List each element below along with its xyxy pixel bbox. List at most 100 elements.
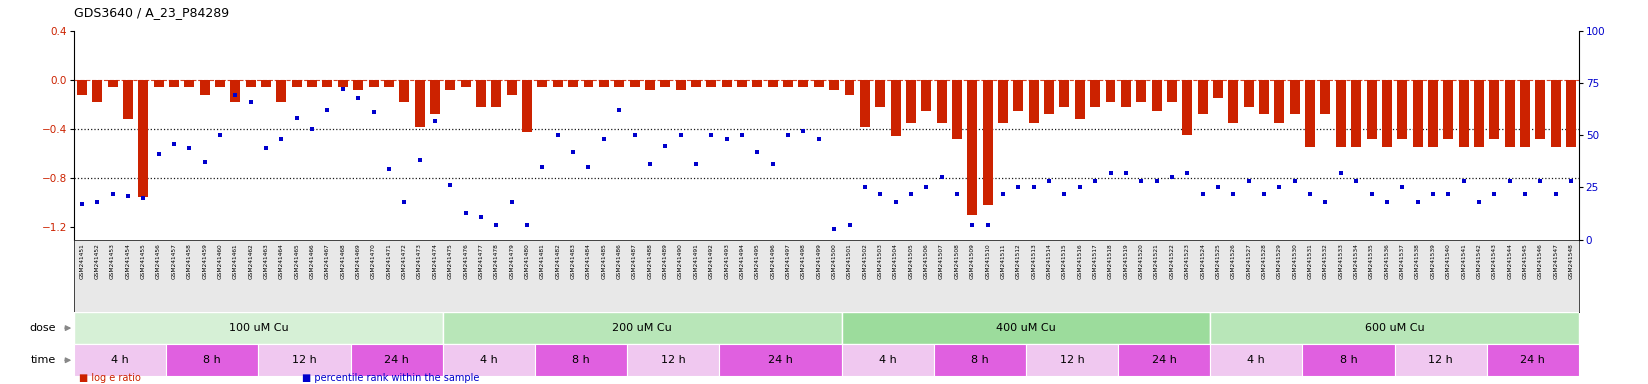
Bar (1412, 80, 1422, 147)
Bar (722, 80, 732, 87)
Bar (644, 80, 654, 90)
Text: GSM241505: GSM241505 (908, 243, 913, 279)
Bar (1210, 312, 1579, 344)
Point (1282, 178, 1309, 184)
Bar (1135, 80, 1147, 102)
Bar (860, 80, 870, 127)
Text: GSM241478: GSM241478 (494, 243, 499, 279)
Text: GSM241466: GSM241466 (310, 243, 315, 279)
Point (1112, 170, 1139, 176)
Point (974, 222, 1000, 228)
Bar (338, 80, 348, 87)
Bar (1060, 80, 1070, 107)
Point (1159, 174, 1185, 180)
Bar (1394, 344, 1486, 376)
Point (1496, 178, 1523, 184)
Text: GSM241477: GSM241477 (478, 243, 483, 279)
Text: GSM241547: GSM241547 (1554, 243, 1559, 279)
Point (361, 109, 387, 115)
Text: GSM241486: GSM241486 (616, 243, 621, 279)
Bar (1259, 80, 1269, 114)
Point (606, 107, 633, 113)
Point (745, 149, 771, 155)
Text: GSM241544: GSM241544 (1508, 243, 1513, 279)
Bar (1028, 80, 1038, 123)
Bar (1274, 80, 1284, 123)
Text: GSM241452: GSM241452 (94, 243, 99, 279)
Bar (875, 80, 885, 107)
Point (130, 195, 157, 201)
Bar (615, 80, 625, 87)
Bar (768, 80, 778, 87)
Bar (307, 80, 316, 87)
Bar (522, 80, 532, 131)
Text: GSM241540: GSM241540 (1445, 243, 1450, 279)
Point (653, 142, 679, 149)
Text: GSM241534: GSM241534 (1353, 243, 1358, 279)
Bar (753, 80, 763, 87)
Bar (443, 312, 842, 344)
Bar (537, 80, 547, 87)
Text: GSM241548: GSM241548 (1569, 243, 1574, 279)
Point (1328, 170, 1355, 176)
Bar (842, 344, 934, 376)
Bar (1121, 80, 1131, 107)
Text: GSM241525: GSM241525 (1216, 243, 1221, 279)
Point (913, 184, 939, 190)
Bar (1337, 80, 1346, 147)
Text: GSM241514: GSM241514 (1046, 243, 1051, 279)
Point (499, 199, 526, 205)
Text: GSM241518: GSM241518 (1107, 243, 1112, 279)
Point (176, 145, 203, 151)
Bar (906, 80, 916, 123)
Point (298, 126, 325, 132)
Point (69, 201, 96, 207)
Bar (74, 312, 443, 344)
Text: GSM241453: GSM241453 (110, 243, 115, 279)
Bar (842, 312, 1210, 344)
Text: GSM241465: GSM241465 (295, 243, 300, 279)
Point (1005, 184, 1032, 190)
Text: GDS3640 / A_23_P84289: GDS3640 / A_23_P84289 (74, 6, 229, 19)
Bar (260, 80, 270, 87)
Text: GSM241520: GSM241520 (1139, 243, 1144, 279)
Bar (1091, 80, 1101, 107)
Bar (214, 80, 226, 87)
Bar (107, 80, 117, 87)
Point (330, 86, 356, 92)
Text: GSM241492: GSM241492 (709, 243, 714, 279)
Bar (814, 80, 824, 87)
Point (1127, 178, 1154, 184)
Point (1173, 170, 1200, 176)
Point (1358, 190, 1384, 197)
Point (145, 151, 171, 157)
Bar (1519, 80, 1529, 147)
Bar (921, 80, 931, 111)
Bar (1198, 80, 1208, 114)
Text: 12 h: 12 h (1060, 355, 1084, 365)
Point (898, 190, 925, 197)
Point (269, 136, 295, 142)
Bar (1244, 80, 1254, 107)
Point (1037, 178, 1063, 184)
Bar (491, 80, 501, 107)
Text: GSM241457: GSM241457 (171, 243, 176, 279)
Text: GSM241462: GSM241462 (249, 243, 254, 279)
Point (252, 145, 279, 151)
Point (191, 159, 218, 166)
Text: GSM241501: GSM241501 (847, 243, 852, 279)
Text: GSM241510: GSM241510 (986, 243, 990, 279)
Bar (445, 80, 455, 90)
Text: GSM241490: GSM241490 (677, 243, 684, 279)
Text: GSM241481: GSM241481 (541, 243, 545, 279)
Bar (1566, 80, 1575, 147)
Text: GSM241476: GSM241476 (463, 243, 468, 279)
Text: GSM241459: GSM241459 (203, 243, 208, 279)
Point (728, 132, 755, 138)
Bar (199, 80, 209, 94)
Point (667, 132, 694, 138)
Bar (124, 80, 133, 119)
Bar (1213, 80, 1223, 98)
Bar (798, 80, 809, 87)
Point (529, 164, 555, 170)
